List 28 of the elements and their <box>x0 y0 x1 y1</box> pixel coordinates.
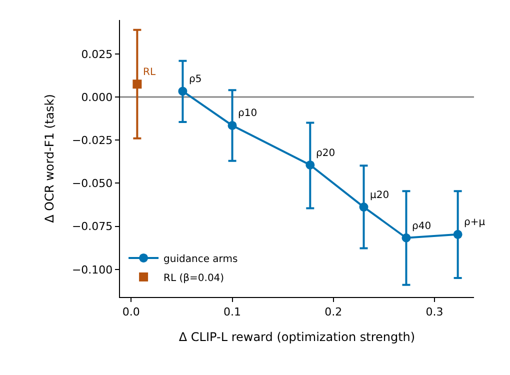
annotation: ρ20 <box>316 148 336 159</box>
annotation: RL <box>143 67 156 78</box>
annotation: μ20 <box>370 190 390 201</box>
x-tick-label: 0.2 <box>324 305 342 318</box>
point <box>359 202 368 212</box>
point <box>228 120 237 130</box>
point <box>402 233 411 242</box>
y-axis-title: Δ OCR word-F1 (task) <box>42 94 56 223</box>
y-tick-label: −0.075 <box>72 220 113 234</box>
legend-label: guidance arms <box>164 254 238 265</box>
legend-label: RL (β=0.04) <box>164 272 224 284</box>
x-axis-title: Δ CLIP-L reward (optimization strength) <box>178 330 416 344</box>
annotation: ρ10 <box>238 108 258 119</box>
y-tick-label: −0.025 <box>72 134 113 147</box>
point <box>178 86 188 96</box>
y-tick-label: 0.025 <box>81 48 113 61</box>
x-tick-label: 0.0 <box>122 305 140 318</box>
x-tick-label: 0.1 <box>224 305 242 318</box>
y-tick-label: −0.050 <box>72 177 113 190</box>
y-tick-label: 0.000 <box>81 90 113 104</box>
point <box>453 230 462 239</box>
x-tick-label: 0.3 <box>426 305 444 318</box>
annotation: ρ40 <box>412 221 432 232</box>
annotation: ρ5 <box>189 74 202 85</box>
y-tick-label: −0.100 <box>72 263 113 276</box>
point <box>132 80 142 89</box>
annotation: ρ+μ <box>464 217 486 228</box>
point <box>306 160 315 170</box>
